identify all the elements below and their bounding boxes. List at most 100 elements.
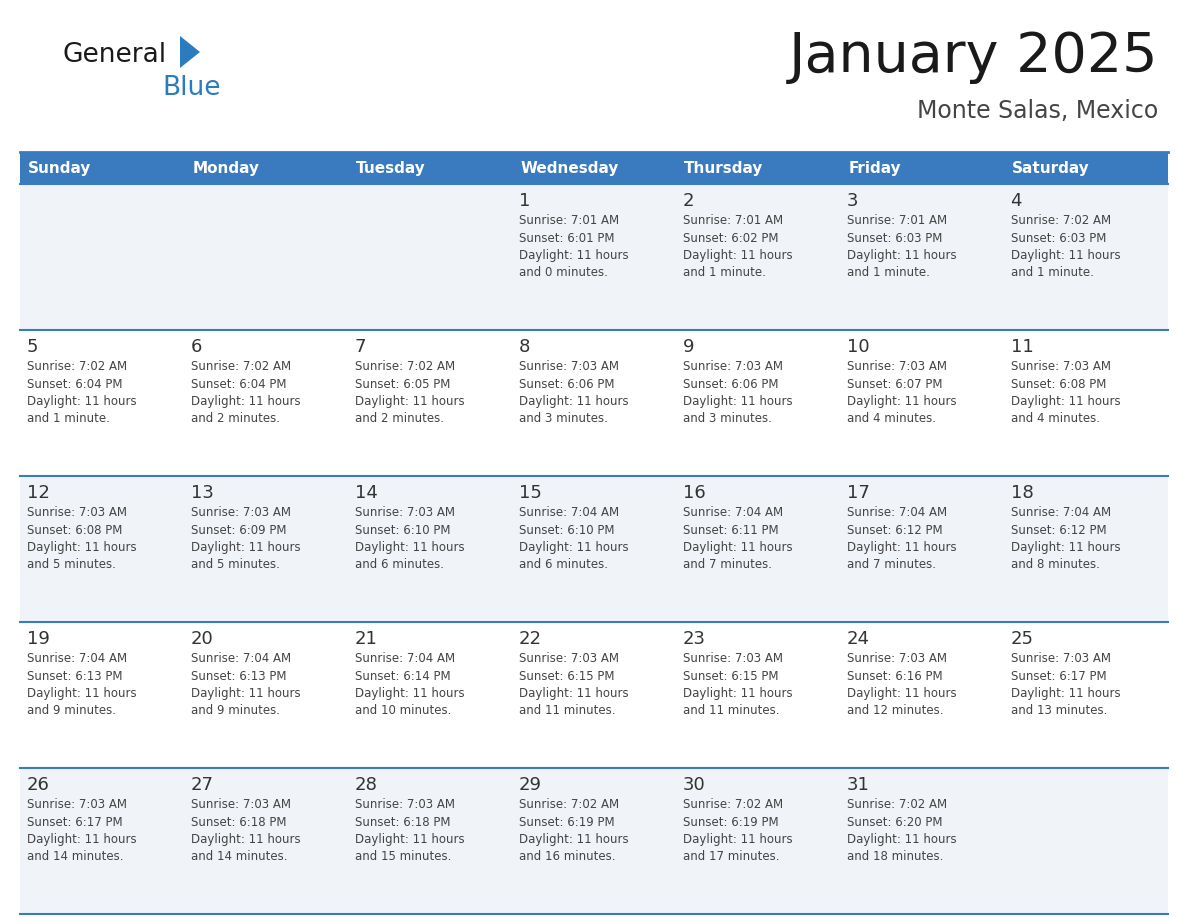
Text: and 1 minute.: and 1 minute. [847, 266, 929, 279]
Text: Daylight: 11 hours: Daylight: 11 hours [1011, 541, 1120, 554]
Bar [512, 184, 676, 330]
Text: Daylight: 11 hours: Daylight: 11 hours [1011, 687, 1120, 700]
Bar [20, 184, 184, 330]
Text: Daylight: 11 hours: Daylight: 11 hours [847, 687, 956, 700]
Bar [184, 476, 348, 622]
Text: Sunset: 6:06 PM: Sunset: 6:06 PM [518, 377, 614, 390]
Bar [676, 184, 840, 330]
Text: January 2025: January 2025 [789, 30, 1158, 84]
Text: Sunrise: 7:01 AM: Sunrise: 7:01 AM [518, 214, 619, 227]
Text: Sunrise: 7:01 AM: Sunrise: 7:01 AM [847, 214, 947, 227]
Text: Sunset: 6:17 PM: Sunset: 6:17 PM [26, 815, 122, 829]
Text: Thursday: Thursday [684, 161, 764, 175]
Text: 19: 19 [26, 630, 50, 648]
Text: and 8 minutes.: and 8 minutes. [1011, 558, 1099, 572]
Text: Daylight: 11 hours: Daylight: 11 hours [683, 541, 792, 554]
Text: and 2 minutes.: and 2 minutes. [354, 412, 443, 426]
Text: 15: 15 [518, 484, 542, 502]
Text: and 6 minutes.: and 6 minutes. [518, 558, 607, 572]
Text: Sunrise: 7:03 AM: Sunrise: 7:03 AM [683, 652, 783, 665]
Text: 30: 30 [683, 776, 706, 794]
Bar [184, 622, 348, 768]
Text: Daylight: 11 hours: Daylight: 11 hours [847, 395, 956, 408]
Text: Daylight: 11 hours: Daylight: 11 hours [518, 833, 628, 846]
Bar [348, 476, 512, 622]
Text: Sunrise: 7:02 AM: Sunrise: 7:02 AM [354, 360, 455, 373]
Text: and 1 minute.: and 1 minute. [1011, 266, 1093, 279]
Text: Daylight: 11 hours: Daylight: 11 hours [847, 249, 956, 262]
Bar [1004, 622, 1168, 768]
Text: Sunset: 6:10 PM: Sunset: 6:10 PM [354, 523, 450, 536]
Text: 12: 12 [26, 484, 50, 502]
Text: Sunrise: 7:03 AM: Sunrise: 7:03 AM [1011, 652, 1111, 665]
Text: and 4 minutes.: and 4 minutes. [1011, 412, 1100, 426]
Text: Sunrise: 7:03 AM: Sunrise: 7:03 AM [1011, 360, 1111, 373]
Text: Daylight: 11 hours: Daylight: 11 hours [354, 687, 465, 700]
Text: Daylight: 11 hours: Daylight: 11 hours [190, 395, 301, 408]
Text: Sunrise: 7:01 AM: Sunrise: 7:01 AM [683, 214, 783, 227]
Text: and 17 minutes.: and 17 minutes. [683, 850, 779, 864]
Text: and 14 minutes.: and 14 minutes. [26, 850, 124, 864]
Bar [840, 476, 1004, 622]
Text: Sunset: 6:03 PM: Sunset: 6:03 PM [847, 231, 942, 244]
Text: 13: 13 [190, 484, 214, 502]
Text: Sunrise: 7:03 AM: Sunrise: 7:03 AM [354, 798, 455, 811]
Text: Daylight: 11 hours: Daylight: 11 hours [26, 833, 137, 846]
Text: 17: 17 [847, 484, 870, 502]
Text: and 9 minutes.: and 9 minutes. [26, 704, 115, 718]
Text: Sunrise: 7:02 AM: Sunrise: 7:02 AM [683, 798, 783, 811]
Text: and 2 minutes.: and 2 minutes. [190, 412, 279, 426]
Bar [512, 622, 676, 768]
Text: and 11 minutes.: and 11 minutes. [683, 704, 779, 718]
Bar [676, 152, 840, 184]
Bar [676, 476, 840, 622]
Text: and 3 minutes.: and 3 minutes. [518, 412, 607, 426]
Bar [184, 152, 348, 184]
Text: and 6 minutes.: and 6 minutes. [354, 558, 443, 572]
Text: Sunset: 6:07 PM: Sunset: 6:07 PM [847, 377, 942, 390]
Text: 22: 22 [518, 630, 542, 648]
Text: 28: 28 [354, 776, 378, 794]
Text: 26: 26 [26, 776, 50, 794]
Text: Sunrise: 7:04 AM: Sunrise: 7:04 AM [26, 652, 127, 665]
Text: Sunset: 6:04 PM: Sunset: 6:04 PM [26, 377, 122, 390]
Text: and 9 minutes.: and 9 minutes. [190, 704, 279, 718]
Text: 6: 6 [190, 338, 202, 356]
Bar [676, 622, 840, 768]
Bar [20, 152, 184, 184]
Text: Daylight: 11 hours: Daylight: 11 hours [190, 687, 301, 700]
Text: Sunset: 6:06 PM: Sunset: 6:06 PM [683, 377, 778, 390]
Text: Sunset: 6:20 PM: Sunset: 6:20 PM [847, 815, 942, 829]
Text: Sunrise: 7:03 AM: Sunrise: 7:03 AM [190, 798, 291, 811]
Text: Daylight: 11 hours: Daylight: 11 hours [683, 395, 792, 408]
Text: and 11 minutes.: and 11 minutes. [518, 704, 615, 718]
Text: Daylight: 11 hours: Daylight: 11 hours [354, 541, 465, 554]
Text: Sunrise: 7:03 AM: Sunrise: 7:03 AM [518, 360, 619, 373]
Text: Sunrise: 7:03 AM: Sunrise: 7:03 AM [26, 798, 127, 811]
Bar [348, 184, 512, 330]
Bar [184, 330, 348, 476]
Bar [348, 330, 512, 476]
Text: Sunset: 6:18 PM: Sunset: 6:18 PM [354, 815, 450, 829]
Text: Sunrise: 7:03 AM: Sunrise: 7:03 AM [847, 360, 947, 373]
Bar [1004, 184, 1168, 330]
Text: Sunset: 6:16 PM: Sunset: 6:16 PM [847, 669, 942, 682]
Bar [1004, 330, 1168, 476]
Text: Sunset: 6:18 PM: Sunset: 6:18 PM [190, 815, 286, 829]
Text: Sunrise: 7:02 AM: Sunrise: 7:02 AM [847, 798, 947, 811]
Text: 16: 16 [683, 484, 706, 502]
Text: Daylight: 11 hours: Daylight: 11 hours [1011, 249, 1120, 262]
Text: Sunset: 6:13 PM: Sunset: 6:13 PM [190, 669, 286, 682]
Text: Sunrise: 7:04 AM: Sunrise: 7:04 AM [1011, 506, 1111, 519]
Text: Sunset: 6:13 PM: Sunset: 6:13 PM [26, 669, 122, 682]
Bar [348, 622, 512, 768]
Text: and 5 minutes.: and 5 minutes. [190, 558, 279, 572]
Bar [20, 768, 184, 914]
Text: 25: 25 [1011, 630, 1034, 648]
Bar [20, 622, 184, 768]
Text: Sunrise: 7:02 AM: Sunrise: 7:02 AM [26, 360, 127, 373]
Text: Sunrise: 7:03 AM: Sunrise: 7:03 AM [190, 506, 291, 519]
Text: 21: 21 [354, 630, 378, 648]
Text: Tuesday: Tuesday [356, 161, 426, 175]
Text: Sunset: 6:08 PM: Sunset: 6:08 PM [26, 523, 122, 536]
